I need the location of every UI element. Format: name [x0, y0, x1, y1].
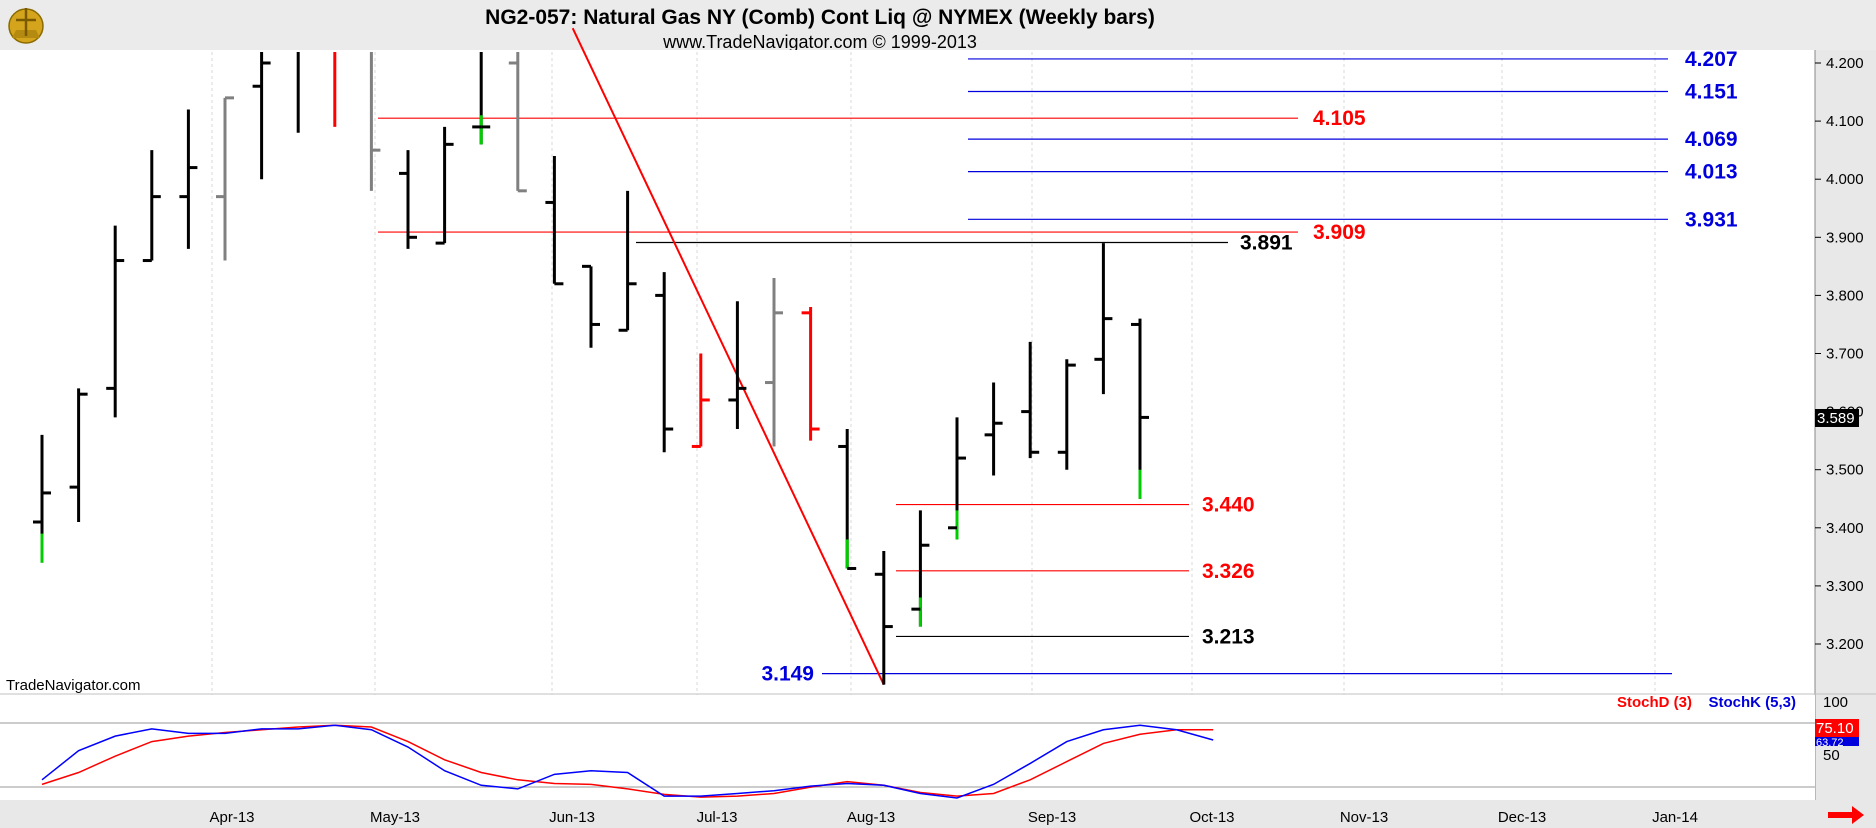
stoch-k-value: 63.72 [1816, 737, 1844, 749]
level-label: 3.891 [1240, 232, 1293, 255]
x-tick-label: Apr-13 [209, 809, 254, 826]
y-tick-label: 3.200 [1826, 636, 1864, 653]
grid [211, 52, 1656, 800]
ohlc-bar [106, 225, 125, 418]
ohlc-bar [984, 382, 1003, 476]
ohlc-bar [1131, 318, 1149, 499]
chart-title: NG2-057: Natural Gas NY (Comb) Cont Liq … [485, 6, 1155, 29]
x-tick-label: Nov-13 [1340, 809, 1388, 826]
ohlc-bar [435, 126, 454, 245]
y-tick-label: 4.200 [1826, 55, 1864, 72]
last-price-box [1815, 408, 1859, 427]
stoch-k-line [41, 724, 1214, 799]
ohlc-bar [728, 301, 747, 430]
ohlc-bar [948, 417, 966, 540]
price-axis-strip [1815, 50, 1876, 828]
level-label: 4.151 [1685, 80, 1738, 103]
price-axis: 3.2003.3003.4003.5003.6003.7003.8003.900… [1815, 55, 1864, 653]
ohlc-bar [582, 264, 600, 348]
level-label: 4.069 [1685, 128, 1738, 151]
level-label: 3.326 [1202, 560, 1255, 583]
header-bg [0, 0, 1876, 50]
x-tick-label: Jul-13 [697, 809, 738, 826]
ohlc-bar [142, 150, 161, 263]
y-tick-label: 4.100 [1826, 113, 1864, 130]
ohlc-bar [508, 52, 527, 193]
stoch-d-label: StochD (3) [1617, 694, 1692, 711]
ohlc-bar [801, 307, 820, 441]
trendline [571, 27, 885, 686]
ohlc-bar [874, 551, 893, 685]
x-tick-label: Jun-13 [549, 809, 595, 826]
ohlc-bar [252, 52, 271, 180]
price-panel [0, 50, 1815, 695]
level-label: 3.149 [761, 663, 814, 686]
x-tick-label: Dec-13 [1498, 809, 1546, 826]
ohlc-bar [765, 277, 783, 447]
ohlc-bar [545, 155, 564, 286]
ohlc-bar [216, 96, 234, 261]
ohlc-bars [33, 52, 1149, 685]
ohlc-bar [369, 52, 381, 191]
ohlc-bar [655, 272, 674, 453]
ohlc-bar [179, 109, 198, 249]
ohlc-bar [472, 52, 491, 145]
x-tick-label: Jan-14 [1652, 809, 1698, 826]
ohlc-bar [69, 388, 88, 522]
y-tick-label: 4.000 [1826, 171, 1864, 188]
scroll-right-arrow-icon[interactable] [1828, 806, 1864, 824]
level-label: 3.440 [1202, 494, 1255, 517]
y-tick-label: 3.300 [1826, 578, 1864, 595]
ohlc-bar [1021, 341, 1040, 459]
level-label: 3.909 [1313, 221, 1366, 244]
ohlc-bar [838, 429, 857, 570]
chart-subtitle: www.TradeNavigator.com © 1999-2013 [662, 32, 977, 52]
y-tick-label: 3.800 [1826, 287, 1864, 304]
x-tick-label: Sep-13 [1028, 809, 1076, 826]
stoch-k-label: StochK (5,3) [1708, 694, 1796, 711]
x-tick-label: May-13 [370, 809, 420, 826]
stoch-tick-50: 50 [1823, 747, 1840, 764]
watermark: TradeNavigator.com [6, 677, 141, 694]
x-tick-label: Aug-13 [847, 809, 895, 826]
stoch-tick-100: 100 [1823, 694, 1848, 711]
stochastic-panel [0, 695, 1815, 800]
ohlc-bar [1057, 359, 1076, 470]
level-label: 4.207 [1685, 48, 1738, 71]
ohlc-bar [33, 434, 51, 563]
level-label: 3.931 [1685, 208, 1738, 231]
time-axis-strip [0, 800, 1876, 828]
ohlc-bar [618, 190, 637, 332]
ohlc-bar [691, 353, 710, 448]
stoch-d-value-box [1815, 719, 1859, 737]
y-tick-label: 3.900 [1826, 229, 1864, 246]
time-axis: Apr-13 May-13 Jun-13 Jul-13 Aug-13 Sep-13 Oct-… [209, 809, 1697, 826]
y-tick-label: 3.400 [1826, 520, 1864, 537]
ohlc-bar [399, 150, 417, 249]
y-tick-label: 3.500 [1826, 462, 1864, 479]
level-lines: 4.207 4.151 4.105 4.069 4.013 3.931 3.909 3.891… [378, 48, 1738, 686]
stoch-k-value-box [1815, 737, 1859, 746]
x-tick-label: Oct-13 [1189, 809, 1234, 826]
last-price-label: 3.589 [1817, 410, 1855, 427]
level-label: 4.105 [1313, 107, 1366, 130]
level-label: 4.013 [1685, 161, 1738, 184]
ohlc-bar [1094, 243, 1113, 395]
stochastic-lines [41, 724, 1214, 799]
stoch-d-value: 75.10 [1816, 720, 1854, 737]
ohlc-bar [911, 510, 930, 627]
level-label: 3.213 [1202, 625, 1255, 648]
y-tick-label: 3.700 [1826, 346, 1864, 363]
logo-icon [8, 8, 44, 44]
trendline-segment [571, 27, 885, 686]
